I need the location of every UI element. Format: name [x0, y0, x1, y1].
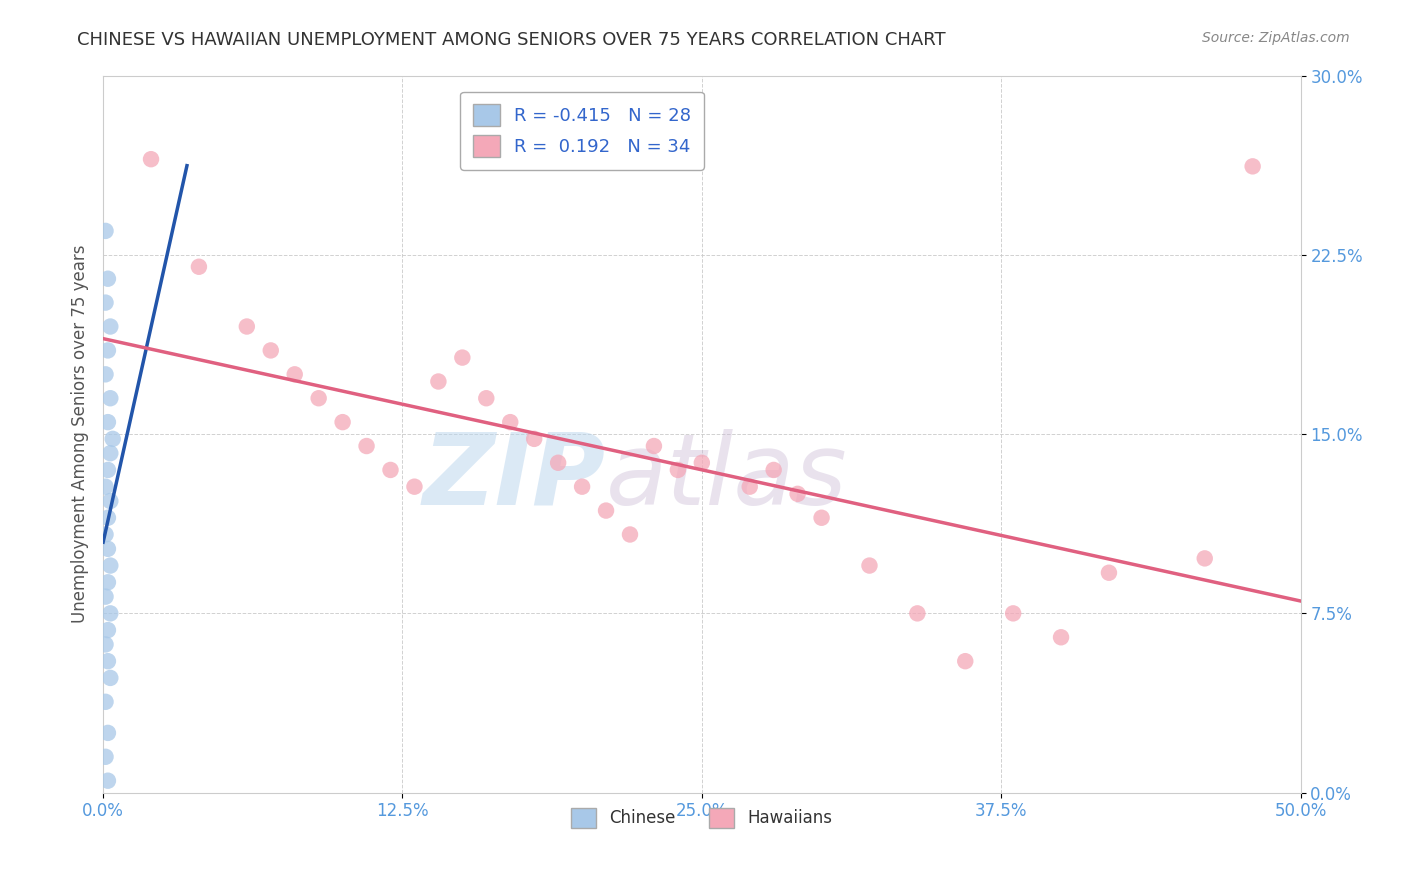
Point: [595, 503, 617, 517]
Point: [97, 654, 120, 668]
Point: [905, 607, 928, 621]
Point: [1241, 159, 1264, 173]
Point: [97, 726, 120, 740]
Point: [98, 391, 121, 405]
Point: [690, 456, 713, 470]
Point: [98, 607, 121, 621]
Point: [404, 480, 426, 494]
Text: Source: ZipAtlas.com: Source: ZipAtlas.com: [1202, 31, 1350, 45]
Point: [97, 463, 120, 477]
Point: [94, 637, 117, 651]
Point: [810, 510, 832, 524]
Point: [475, 391, 498, 405]
Point: [236, 319, 259, 334]
Point: [98, 319, 121, 334]
Point: [187, 260, 209, 274]
Point: [499, 415, 522, 429]
Legend: Chinese, Hawaiians: Chinese, Hawaiians: [564, 801, 839, 835]
Point: [97, 623, 120, 637]
Point: [547, 456, 569, 470]
Point: [94, 480, 117, 494]
Y-axis label: Unemployment Among Seniors over 75 years: Unemployment Among Seniors over 75 years: [72, 244, 89, 624]
Point: [332, 415, 354, 429]
Point: [94, 224, 117, 238]
Point: [858, 558, 880, 573]
Point: [523, 432, 546, 446]
Point: [97, 510, 120, 524]
Point: [94, 295, 117, 310]
Point: [1098, 566, 1121, 580]
Point: [380, 463, 402, 477]
Point: [356, 439, 378, 453]
Point: [101, 432, 124, 446]
Point: [97, 575, 120, 590]
Point: [619, 527, 641, 541]
Point: [1194, 551, 1216, 566]
Point: [427, 375, 450, 389]
Point: [308, 391, 330, 405]
Text: atlas: atlas: [606, 429, 848, 525]
Point: [97, 271, 120, 285]
Point: [955, 654, 977, 668]
Point: [94, 695, 117, 709]
Point: [97, 415, 120, 429]
Text: ZIP: ZIP: [423, 429, 606, 525]
Point: [97, 541, 120, 556]
Point: [98, 446, 121, 460]
Point: [1002, 607, 1025, 621]
Point: [98, 671, 121, 685]
Point: [762, 463, 785, 477]
Point: [98, 558, 121, 573]
Text: CHINESE VS HAWAIIAN UNEMPLOYMENT AMONG SENIORS OVER 75 YEARS CORRELATION CHART: CHINESE VS HAWAIIAN UNEMPLOYMENT AMONG S…: [77, 31, 946, 49]
Point: [1050, 630, 1073, 644]
Point: [738, 480, 761, 494]
Point: [97, 343, 120, 358]
Point: [97, 773, 120, 788]
Point: [94, 368, 117, 382]
Point: [94, 590, 117, 604]
Point: [98, 494, 121, 508]
Point: [139, 152, 162, 166]
Point: [451, 351, 474, 365]
Point: [94, 527, 117, 541]
Point: [284, 368, 307, 382]
Point: [643, 439, 665, 453]
Point: [666, 463, 689, 477]
Point: [571, 480, 593, 494]
Point: [260, 343, 283, 358]
Point: [786, 487, 808, 501]
Point: [94, 749, 117, 764]
